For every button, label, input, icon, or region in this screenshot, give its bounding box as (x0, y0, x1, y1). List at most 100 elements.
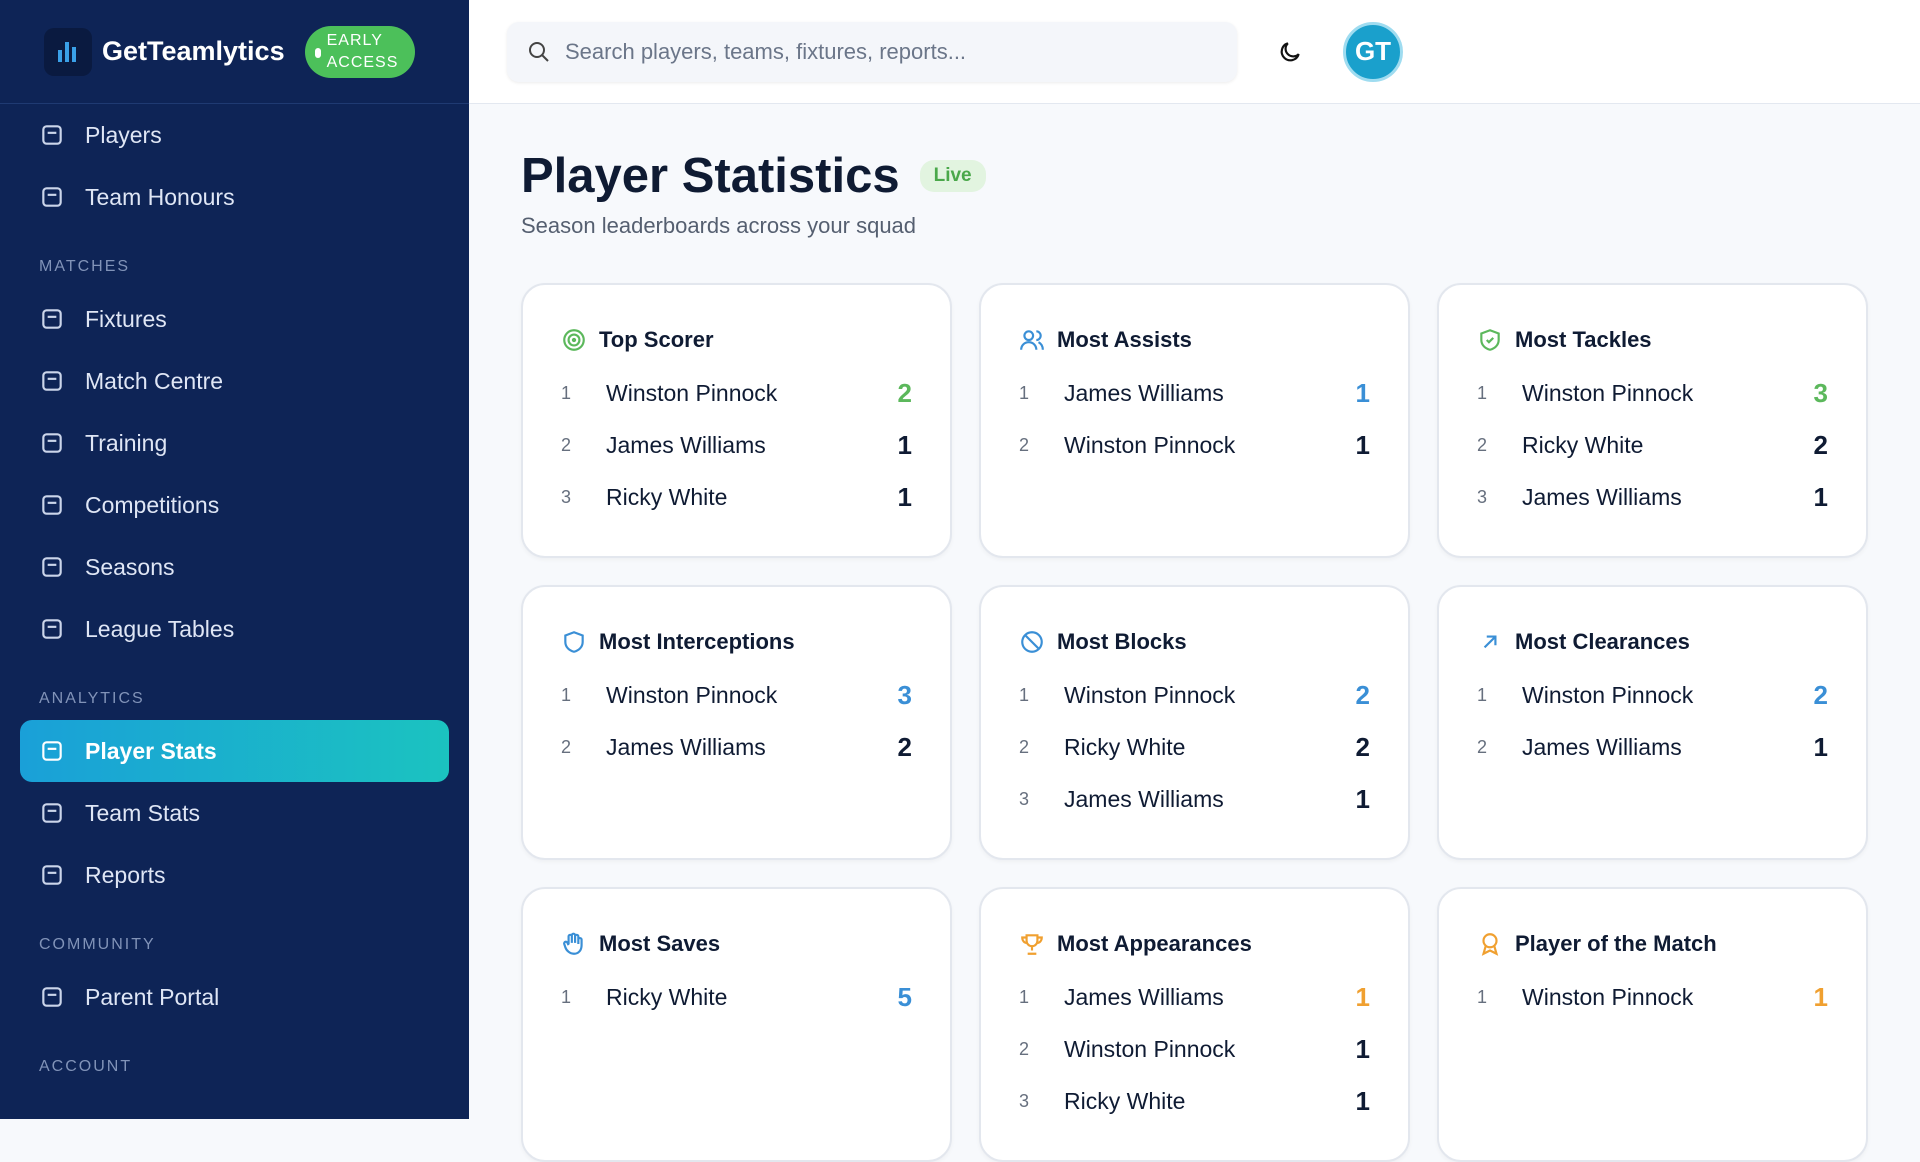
nav-item[interactable]: Players (20, 104, 449, 166)
nav-group-label: MATCHES (39, 258, 131, 275)
stat-value: 1 (1355, 1033, 1370, 1064)
main: Search players, teams, fixtures, reports… (469, 0, 1920, 1162)
card-title: Most Appearances (1019, 929, 1370, 959)
player-name: Winston Pinnock (1064, 431, 1236, 458)
card-title-text: Most Clearances (1515, 629, 1690, 654)
stat-value: 2 (1355, 731, 1370, 762)
card-title-text: Most Interceptions (599, 629, 795, 654)
nav-label: League Tables (85, 615, 235, 642)
icon (42, 495, 62, 515)
nav-label: Players (85, 121, 162, 148)
nav-item[interactable]: Seasons (20, 536, 449, 598)
icon (42, 741, 62, 761)
stat-value: 2 (897, 731, 912, 762)
icon (1020, 330, 1044, 350)
nav-group-label: ANALYTICS (39, 690, 145, 707)
nav-label: Training (85, 429, 168, 456)
leader-row: 1 Winston Pinnock 3 (1477, 367, 1828, 419)
card-title-text: Most Appearances (1057, 931, 1252, 956)
icon (42, 309, 62, 329)
nav-item[interactable]: Match Centre (20, 350, 449, 412)
stat-card: Most Blocks 1 Winston Pinnock 2 2 Ricky White… (979, 585, 1410, 860)
stat-card: Player of the Match 1 Winston Pinnock 1 (1437, 887, 1868, 1162)
card-title-text: Most Blocks (1057, 629, 1187, 654)
nav-item[interactable]: Fixtures (20, 288, 449, 350)
stat-card: Most Saves 1 Ricky White 5 (521, 887, 952, 1162)
icon (42, 865, 62, 885)
stat-card: Most Interceptions 1 Winston Pinnock 3 2 Jame… (521, 585, 952, 860)
rank: 1 (561, 382, 572, 403)
rank: 2 (561, 736, 572, 757)
icon (42, 803, 62, 823)
stat-card: Most Tackles 1 Winston Pinnock 3 2 Ricky Whit… (1437, 283, 1868, 558)
stat-value: 1 (1813, 481, 1828, 512)
nav-label: Player Stats (85, 737, 217, 764)
player-name: James Williams (1064, 379, 1224, 406)
stat-card: Most Assists 1 James Williams 1 2 Winston Pin… (979, 283, 1410, 558)
leader-row: 1 Winston Pinnock 3 (561, 669, 912, 721)
leader-row: 1 Winston Pinnock 2 (561, 367, 912, 419)
player-name: James Williams (1522, 483, 1682, 510)
card-title: Player of the Match (1477, 929, 1828, 959)
stat-value: 1 (1355, 377, 1370, 408)
stat-value: 2 (1813, 429, 1828, 460)
nav-item[interactable]: Parent Portal (20, 966, 449, 1028)
nav-label: Seasons (85, 553, 175, 580)
nav-label: Team Stats (85, 799, 201, 826)
icon (42, 987, 62, 1007)
icon (1021, 934, 1043, 955)
card-title: Most Tackles (1477, 325, 1828, 355)
nav-item[interactable]: Player Stats (20, 720, 449, 782)
nav-item[interactable]: Team Honours (20, 166, 449, 228)
stat-value: 2 (897, 377, 912, 408)
player-name: Winston Pinnock (1522, 379, 1694, 406)
nav-group-label: COMMUNITY (39, 936, 156, 953)
player-name: Winston Pinnock (1522, 983, 1694, 1010)
icon (1483, 635, 1497, 649)
topbar: Search players, teams, fixtures, reports… (469, 0, 1920, 104)
search-box[interactable]: Search players, teams, fixtures, reports… (507, 21, 1237, 82)
leader-row: 2 James Williams 1 (561, 419, 912, 471)
rank: 3 (1019, 788, 1030, 809)
rank: 2 (1019, 434, 1030, 455)
stat-value: 1 (1355, 981, 1370, 1012)
icon (42, 433, 62, 453)
live-badge: Live (919, 160, 986, 192)
player-name: Winston Pinnock (606, 681, 778, 708)
rank: 1 (1477, 986, 1488, 1007)
nav-label: Fixtures (85, 305, 167, 332)
card-title: Top Scorer (561, 325, 912, 355)
card-title-text: Most Saves (599, 931, 721, 956)
nav-item[interactable]: Competitions (20, 474, 449, 536)
nav-item[interactable]: Reports (20, 844, 449, 906)
icon (42, 557, 62, 577)
rank: 3 (1019, 1090, 1030, 1111)
icon (564, 631, 584, 653)
rank: 2 (1019, 736, 1030, 757)
stat-value: 1 (897, 481, 912, 512)
card-title-text: Most Assists (1057, 327, 1192, 352)
theme-toggle[interactable] (1277, 39, 1303, 65)
leader-row: 1 James Williams 1 (1019, 367, 1370, 419)
icon (42, 371, 62, 391)
stat-value: 1 (1355, 1085, 1370, 1116)
player-name: James Williams (606, 733, 766, 760)
card-title: Most Blocks (1019, 627, 1370, 657)
stat-value: 3 (897, 679, 912, 710)
nav-item[interactable]: Team Stats (20, 782, 449, 844)
leader-row: 2 James Williams 1 (1477, 721, 1828, 773)
leader-row: 1 James Williams 1 (1019, 971, 1370, 1023)
nav-label: Team Honours (85, 183, 235, 210)
icon (1021, 631, 1043, 653)
card-title: Most Clearances (1477, 627, 1828, 657)
nav-item[interactable]: Training (20, 412, 449, 474)
nav-item[interactable]: League Tables (20, 598, 449, 660)
leader-row: 3 Ricky White 1 (561, 471, 912, 523)
card-title-text: Top Scorer (599, 327, 714, 352)
stat-value: 1 (1355, 783, 1370, 814)
nav-group-label: ACCOUNT (39, 1058, 133, 1075)
avatar[interactable]: GT (1343, 21, 1403, 82)
stat-value: 1 (1813, 981, 1828, 1012)
